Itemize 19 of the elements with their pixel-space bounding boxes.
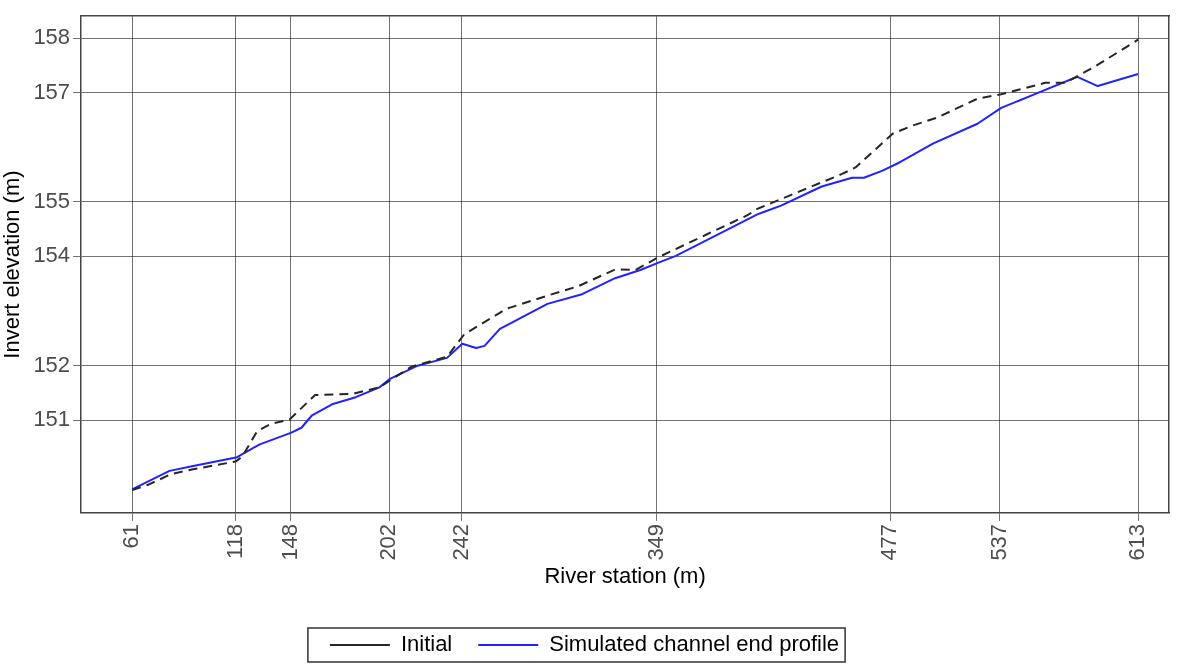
x-tick-label: 477 <box>876 523 902 561</box>
y-tick-label: 152 <box>33 351 71 377</box>
legend-label: Initial <box>400 631 453 657</box>
y-tick-label: 158 <box>33 24 71 50</box>
y-axis-title: Invert elevation (m) <box>0 170 25 359</box>
y-tick-label: 154 <box>33 242 71 268</box>
x-tick-label: 537 <box>985 523 1011 561</box>
x-tick-label: 148 <box>276 523 302 561</box>
x-axis-title: River station (m) <box>544 562 706 588</box>
x-tick-label: 349 <box>643 523 669 561</box>
x-tick-label: 613 <box>1124 523 1150 561</box>
x-tick-label: 242 <box>448 523 474 561</box>
y-tick-label: 155 <box>33 187 71 213</box>
legend-label: Simulated channel end profile <box>549 631 840 657</box>
x-tick-label: 202 <box>375 523 401 561</box>
y-tick-label: 151 <box>33 406 71 432</box>
y-tick-label: 157 <box>33 78 71 104</box>
x-tick-label: 61 <box>118 523 144 549</box>
x-tick-label: 118 <box>222 523 248 559</box>
